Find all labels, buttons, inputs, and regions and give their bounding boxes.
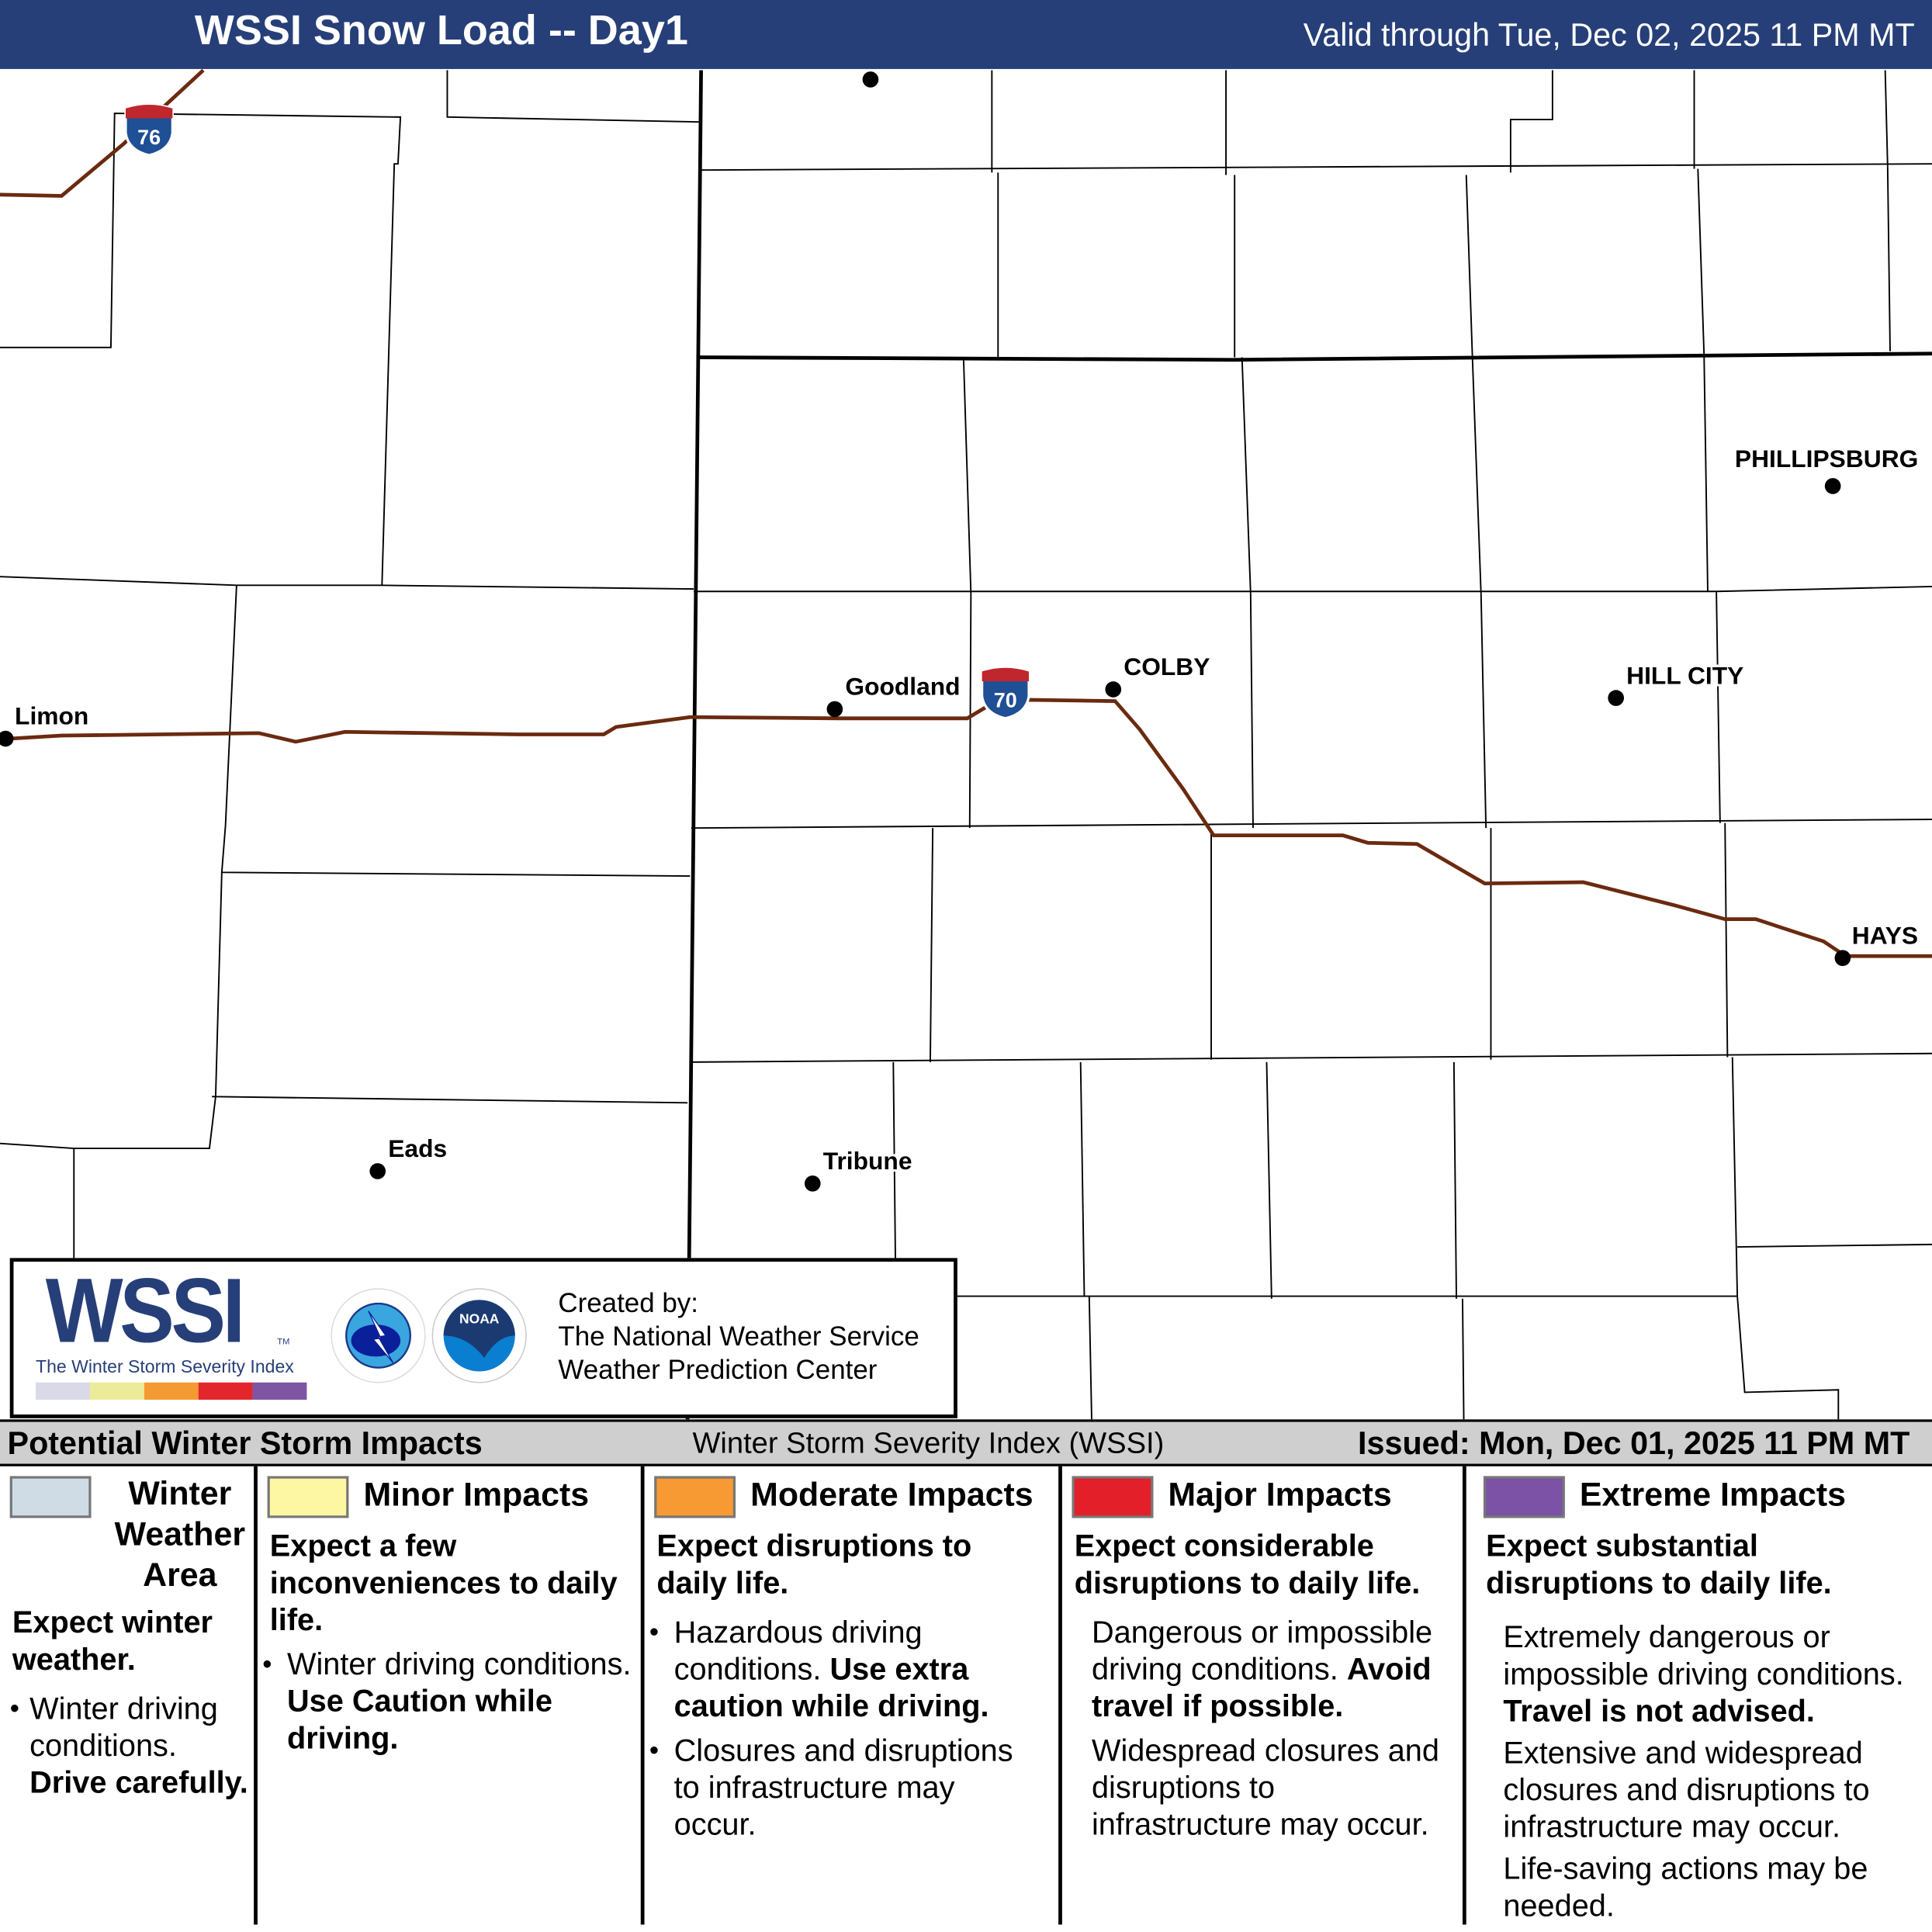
county-lines xyxy=(0,70,1932,1420)
legend-major-impacts: Major Impacts Expect considerable disrup… xyxy=(1062,1466,1463,1925)
city-dot xyxy=(804,1175,821,1192)
city-dot xyxy=(1105,681,1122,698)
creator-wpc: Weather Prediction Center xyxy=(558,1354,878,1385)
category-detail: Extremely dangerous or impossible drivin… xyxy=(1503,1620,1904,1692)
i70-road xyxy=(0,698,1932,958)
category-detail-bold: Use Caution while driving. xyxy=(287,1684,552,1756)
category-detail: Hazardous driving conditions. xyxy=(673,1615,923,1687)
bullet: • xyxy=(9,1692,19,1724)
interstate-70-shield-icon: 70 xyxy=(981,667,1030,720)
svg-text:70: 70 xyxy=(994,689,1017,712)
city-label-goodland: Goodland xyxy=(845,673,961,701)
city-dot xyxy=(1824,478,1841,494)
state-borders xyxy=(685,70,1932,1420)
category-title: Extreme Impacts xyxy=(1579,1476,1847,1514)
category-detail-3: Life-saving actions may be needed. xyxy=(1503,1851,1868,1923)
creator-nws: The National Weather Service xyxy=(558,1321,919,1352)
legend-index-name: Winter Storm Severity Index (WSSI) xyxy=(692,1426,1165,1460)
category-summary: Expect winter weather. xyxy=(12,1605,213,1678)
legend-header: Potential Winter Storm Impacts Winter St… xyxy=(0,1419,1932,1466)
legend-winter-weather-area: Winter Weather Area Expect winter weathe… xyxy=(0,1466,254,1925)
county-map xyxy=(0,68,1932,1420)
color-bar-segment xyxy=(198,1382,253,1400)
category-detail-bold: Travel is not advised. xyxy=(1503,1694,1815,1729)
category-detail-bold: Avoid travel if possible. xyxy=(1091,1652,1432,1724)
map-title: WSSI Snow Load -- Day1 xyxy=(194,7,688,54)
divider xyxy=(1462,1466,1466,1925)
bullet: • xyxy=(649,1734,660,1766)
color-swatch xyxy=(9,1476,92,1518)
city-label-eads: Eads xyxy=(388,1136,448,1164)
nws-logo-icon xyxy=(331,1288,426,1383)
city-dot xyxy=(369,1163,386,1179)
divider xyxy=(1058,1466,1062,1925)
svg-text:76: 76 xyxy=(137,126,161,149)
color-swatch xyxy=(267,1476,349,1518)
category-detail-bold: Use extra caution while driving. xyxy=(673,1652,989,1724)
category-detail-bold: Drive carefully. xyxy=(29,1765,248,1801)
credits-box: WSSI TM The Winter Storm Severity Index … xyxy=(9,1258,957,1418)
category-detail-2: Extensive and widespread closures and di… xyxy=(1503,1736,1870,1845)
divider xyxy=(640,1466,645,1925)
city-dot xyxy=(0,730,14,747)
interstate-76-shield-icon: 76 xyxy=(124,103,174,157)
color-bar-segment xyxy=(89,1382,144,1400)
city-label-hill-city: HILL CITY xyxy=(1626,663,1744,691)
svg-text:NOAA: NOAA xyxy=(459,1311,500,1327)
valid-time: Valid through Tue, Dec 02, 2025 11 PM MT xyxy=(1303,16,1915,54)
bullet: • xyxy=(262,1648,272,1680)
category-detail-2: Widespread closures and disruptions to i… xyxy=(1091,1733,1439,1843)
color-bar-segment xyxy=(144,1382,199,1400)
bullet: • xyxy=(649,1616,660,1648)
color-swatch xyxy=(1072,1476,1154,1518)
category-detail: Dangerous or impossible driving conditio… xyxy=(1091,1615,1433,1687)
title-bar: WSSI Snow Load -- Day1 Valid through Tue… xyxy=(0,0,1932,69)
legend-moderate-impacts: Moderate Impacts Expect disruptions to d… xyxy=(645,1466,1059,1925)
category-summary: Expect substantial disruptions to daily … xyxy=(1486,1529,1832,1601)
interstate-roads xyxy=(0,68,1932,958)
noaa-logo-icon: NOAA xyxy=(431,1288,527,1383)
city-dot xyxy=(826,701,843,718)
created-by-label: Created by: xyxy=(558,1287,698,1319)
category-title: Winter Weather Area xyxy=(114,1474,246,1594)
wssi-subtitle: The Winter Storm Severity Index xyxy=(36,1357,294,1378)
category-summary: Expect considerable disruptions to daily… xyxy=(1074,1529,1421,1601)
color-swatch xyxy=(654,1476,736,1518)
city-dot xyxy=(1834,950,1851,966)
city-label-limon: Limon xyxy=(15,703,89,731)
category-summary: Expect disruptions to daily life. xyxy=(656,1529,972,1601)
category-detail-2: Closures and disruptions to infrastructu… xyxy=(673,1733,1013,1843)
city-dot xyxy=(1608,690,1624,706)
category-summary: Expect a few inconveniences to daily lif… xyxy=(269,1529,618,1638)
legend-extreme-impacts: Extreme Impacts Expect substantial disru… xyxy=(1466,1466,1932,1925)
category-title: Major Impacts xyxy=(1168,1476,1392,1514)
color-swatch xyxy=(1483,1476,1565,1518)
legend-title: Potential Winter Storm Impacts xyxy=(7,1424,483,1462)
issued-time: Issued: Mon, Dec 01, 2025 11 PM MT xyxy=(1358,1424,1910,1462)
trademark: TM xyxy=(277,1338,290,1347)
category-title: Minor Impacts xyxy=(363,1476,590,1514)
legend-minor-impacts: Minor Impacts Expect a few inconvenience… xyxy=(258,1466,641,1925)
category-detail: Winter driving conditions. xyxy=(287,1647,632,1682)
divider xyxy=(254,1466,258,1925)
city-label-colby: COLBY xyxy=(1124,654,1210,682)
color-bar-segment xyxy=(36,1382,90,1400)
city-label-phillipsburg: PHILLIPSBURG xyxy=(1734,445,1919,473)
city-dot xyxy=(862,71,879,88)
color-bar-segment xyxy=(252,1382,307,1400)
city-label-tribune: Tribune xyxy=(822,1148,912,1175)
wssi-logo: WSSI xyxy=(45,1259,245,1362)
category-title: Moderate Impacts xyxy=(750,1476,1034,1514)
city-label-hays: HAYS xyxy=(1851,923,1919,950)
category-detail: Winter driving conditions. xyxy=(29,1691,218,1764)
created-by: Created by: The National Weather Service… xyxy=(558,1286,919,1387)
